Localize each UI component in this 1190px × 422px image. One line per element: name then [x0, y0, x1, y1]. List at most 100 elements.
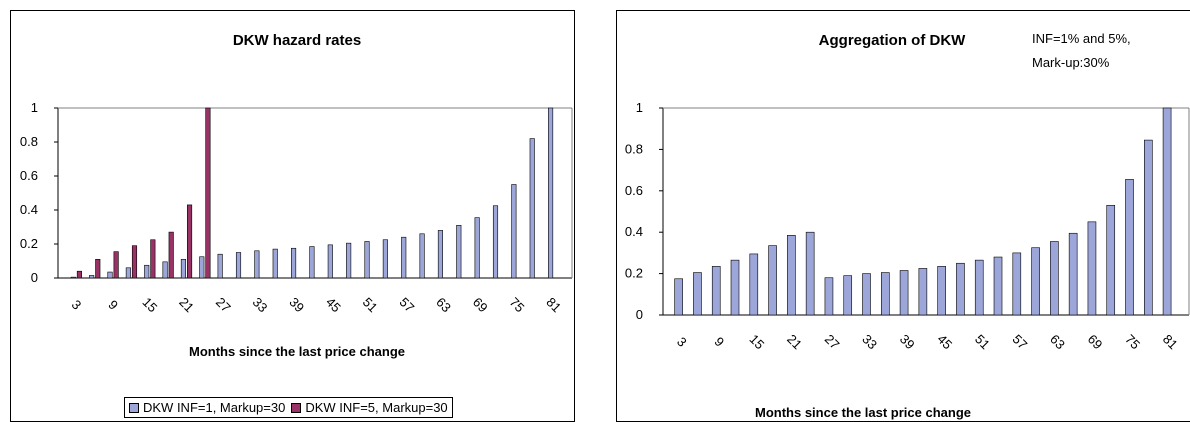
- legend-swatch-inf5: [291, 402, 302, 413]
- bar-series-2: [131, 245, 138, 279]
- x-axis-title: Months since the last price change: [189, 344, 405, 359]
- bar-series-1: [492, 205, 499, 279]
- bar-series-1: [107, 271, 113, 279]
- bar-series-1: [993, 256, 1003, 316]
- x-tick-label: 27: [822, 331, 843, 352]
- bar-series-1: [364, 241, 370, 279]
- bar-series-1: [254, 250, 260, 279]
- chart-legend: DKW INF=1, Markup=30 DKW INF=5, Markup=3…: [124, 397, 453, 418]
- bar-series-1: [401, 236, 407, 279]
- x-tick-label: 15: [747, 331, 768, 352]
- bar-series-1: [730, 259, 740, 316]
- bar-series-1: [880, 272, 890, 316]
- x-tick-label: 63: [433, 294, 454, 315]
- bar-series-1: [548, 107, 554, 279]
- y-tick-label: 0.8: [20, 134, 38, 149]
- aggregation-chart: Aggregation of DKW INF=1% and 5%, Mark-up:…: [625, 31, 1190, 420]
- x-tick-label: 33: [250, 294, 271, 315]
- bar-series-1: [162, 261, 168, 279]
- bar-series-1: [529, 138, 535, 279]
- bar-series-1: [843, 275, 853, 316]
- bar-series-1: [511, 184, 517, 279]
- y-tick-label: 0.2: [20, 236, 38, 251]
- x-tick-label: 81: [1160, 331, 1181, 352]
- x-tick-label: 9: [712, 334, 728, 350]
- x-tick-label: 45: [323, 294, 344, 315]
- bar-series-2: [150, 239, 156, 279]
- chart-panel-right: Aggregation of DKW INF=1% and 5%, Mark-up:…: [616, 10, 1190, 422]
- x-tick-label: 39: [286, 294, 307, 315]
- bar-series-1: [309, 246, 315, 279]
- bar-series-1: [144, 264, 150, 279]
- x-tick-label: 75: [507, 294, 528, 315]
- x-tick-label: 81: [543, 294, 564, 315]
- bar-series-1: [437, 230, 443, 279]
- chart-panel-left: DKW hazard rates 0 0.2 0.4 0.6 0.8 1 3 9 15 21 27 33…: [10, 10, 575, 422]
- bar-series-1: [1125, 179, 1134, 316]
- x-tick-label: 39: [897, 331, 918, 352]
- bar-series-2: [205, 107, 211, 279]
- bar-series-1: [862, 273, 871, 316]
- x-tick-label: 3: [69, 297, 85, 313]
- y-tick-label: 0.8: [625, 141, 643, 156]
- legend-item-inf1: DKW INF=1, Markup=30: [129, 400, 285, 415]
- bar-series-1: [1162, 107, 1172, 316]
- legend-swatch-inf1: [129, 402, 139, 413]
- bar-series-1: [217, 253, 223, 279]
- x-axis-title: Months since the last price change: [755, 405, 971, 420]
- bar-series-1: [693, 272, 702, 316]
- x-tick-label: 9: [105, 297, 121, 313]
- bar-series-1: [937, 266, 946, 316]
- bar-series-1: [787, 235, 796, 316]
- x-tick-label: 33: [859, 331, 880, 352]
- bar-series-1: [235, 252, 242, 279]
- bar-series-1: [1087, 221, 1097, 316]
- x-tick-label: 51: [972, 331, 993, 352]
- legend-item-inf5: DKW INF=5, Markup=30: [291, 400, 448, 415]
- bar-series-1: [1106, 204, 1116, 316]
- x-tick-label: 21: [176, 294, 197, 315]
- bar-series-1: [382, 239, 388, 279]
- bar-series-2: [76, 270, 82, 279]
- bar-series-2: [168, 231, 174, 279]
- bar-series-1: [70, 276, 76, 279]
- bar-series-1: [768, 245, 777, 316]
- x-tick-label: 27: [213, 294, 234, 315]
- bar-series-1: [199, 256, 205, 279]
- y-tick-label: 0.6: [20, 168, 38, 183]
- bar-series-1: [805, 231, 815, 316]
- chart-title: DKW hazard rates: [233, 32, 361, 49]
- bar-series-1: [456, 225, 462, 279]
- chart-title: Aggregation of DKW: [819, 32, 966, 49]
- y-tick-label: 0.4: [625, 224, 643, 239]
- x-tick-label: 57: [396, 294, 417, 315]
- bar-series-1: [327, 244, 333, 279]
- chart-annotation-line-0: INF=1% and 5%,: [1032, 31, 1131, 46]
- bar-series-1: [749, 253, 759, 316]
- bar-series-1: [918, 268, 928, 316]
- bar-series-1: [1012, 252, 1022, 316]
- x-tick-label: 69: [1085, 331, 1106, 352]
- y-tick-label: 0.2: [625, 266, 643, 281]
- bar-series-1: [824, 277, 834, 316]
- x-tick-label: 3: [674, 334, 690, 350]
- bar-series-1: [474, 217, 480, 279]
- y-tick-label: 0.4: [20, 202, 38, 217]
- bar-series-1: [419, 233, 425, 279]
- legend-label-inf5: DKW INF=5, Markup=30: [305, 400, 448, 415]
- bar-series-1: [125, 267, 131, 279]
- x-tick-label: 63: [1047, 331, 1068, 352]
- y-tick-label: 1: [31, 100, 38, 115]
- bar-series-1: [711, 266, 721, 316]
- bar-series-1: [974, 259, 984, 316]
- bar-series-1: [272, 248, 278, 279]
- bar-series-2: [95, 259, 101, 279]
- bar-series-1: [1068, 232, 1078, 316]
- x-tick-label: 69: [470, 294, 491, 315]
- bar-series-2: [113, 251, 119, 279]
- y-tick-label: 0: [636, 307, 643, 322]
- bar-series-1: [899, 270, 909, 316]
- bar-series-1: [1143, 139, 1153, 316]
- y-tick-label: 1: [636, 100, 643, 115]
